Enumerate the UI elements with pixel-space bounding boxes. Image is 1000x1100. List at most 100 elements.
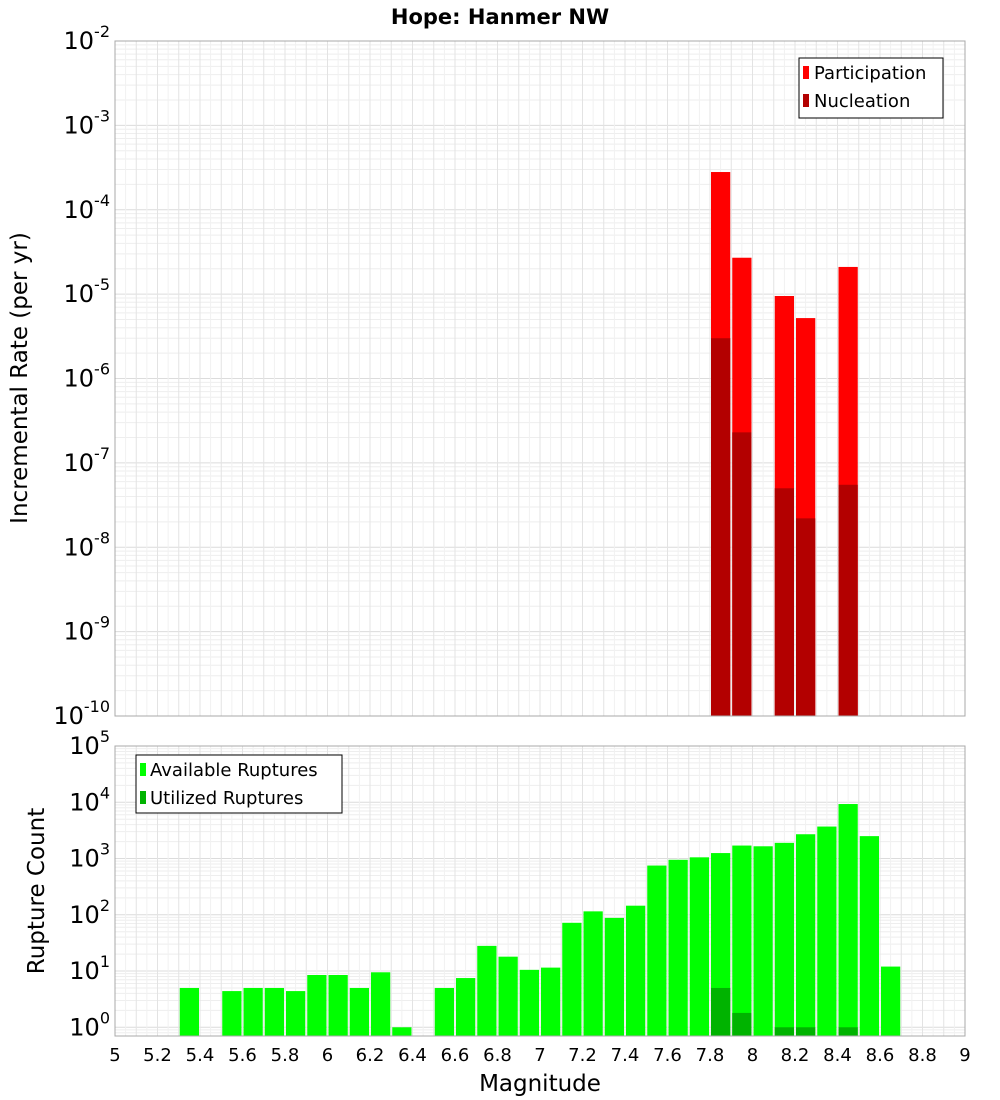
bar-available-ruptures	[647, 865, 667, 1036]
y-tick-label: 10-9	[64, 613, 111, 646]
top-bars	[711, 172, 858, 716]
y-tick-label: 10-2	[64, 22, 111, 55]
bar-available-ruptures	[753, 846, 773, 1036]
x-tick-label: 7	[534, 1045, 545, 1066]
bar-utilized-ruptures	[796, 1027, 816, 1036]
bar-available-ruptures	[583, 911, 603, 1036]
legend-nucleation-label: Nucleation	[814, 91, 910, 112]
y-tick-label: 102	[69, 896, 110, 929]
x-tick-label: 9	[959, 1045, 970, 1066]
top-grid	[114, 41, 966, 717]
x-tick-label: 6.4	[398, 1045, 427, 1066]
bar-available-ruptures	[817, 826, 837, 1036]
bar-available-ruptures	[179, 987, 199, 1036]
bar-utilized-ruptures	[838, 1027, 858, 1036]
y-tick-label: 10-8	[64, 528, 111, 561]
bar-utilized-ruptures	[774, 1027, 794, 1036]
x-axis-label: Magnitude	[479, 1071, 601, 1097]
x-tick-label: 5.8	[271, 1045, 300, 1066]
bar-available-ruptures	[604, 917, 624, 1036]
bottom-legend-box	[135, 754, 343, 814]
bar-available-ruptures	[286, 991, 306, 1036]
bar-available-ruptures	[392, 1027, 412, 1036]
bar-available-ruptures	[243, 987, 263, 1036]
top-legend-box	[798, 57, 944, 119]
bottom-y-axis-label: Rupture Count	[24, 808, 50, 974]
x-tick-label: 8.8	[908, 1045, 937, 1066]
bar-available-ruptures	[881, 966, 901, 1036]
top-y-tick-labels: 10-10 10-9 10-8 10-7 10-6 10-5 10-4 10-3 10-2	[53, 22, 110, 730]
bar-nucleation	[796, 518, 816, 716]
x-tick-label: 6.8	[483, 1045, 512, 1066]
bar-available-ruptures	[626, 905, 646, 1036]
bar-available-ruptures	[689, 857, 709, 1036]
x-tick-label: 8.4	[823, 1045, 852, 1066]
x-tick-label: 7.6	[653, 1045, 682, 1066]
x-tick-label: 8	[747, 1045, 758, 1066]
x-tick-label: 8.6	[866, 1045, 895, 1066]
bottom-legend: Available Ruptures Utilized Ruptures	[135, 754, 343, 814]
legend-utilized-swatch	[140, 791, 146, 804]
legend-participation-label: Participation	[814, 63, 926, 84]
bar-available-ruptures	[434, 987, 454, 1036]
chart-title: Hope: Hanmer NW	[391, 5, 609, 29]
bar-available-ruptures	[519, 969, 539, 1036]
x-tick-labels: 5 5.2 5.4 5.6 5.8 6 6.2 6.4 6.6 6.8 7 7.2 7.4 7.6 7.8 8…	[109, 1045, 970, 1066]
bar-available-ruptures	[732, 845, 752, 1036]
x-tick-label: 5.4	[186, 1045, 215, 1066]
x-tick-label: 5.6	[228, 1045, 257, 1066]
bar-available-ruptures	[796, 834, 816, 1036]
top-legend: Participation Nucleation	[798, 57, 944, 119]
y-tick-label: 100	[69, 1008, 110, 1041]
y-tick-label: 10-7	[64, 444, 111, 477]
bottom-bars	[179, 804, 901, 1036]
bar-available-ruptures	[264, 987, 284, 1036]
x-tick-label: 7.8	[696, 1045, 725, 1066]
y-tick-label: 10-6	[64, 360, 111, 393]
bar-available-ruptures	[222, 991, 242, 1036]
bar-available-ruptures	[838, 804, 858, 1036]
legend-available-swatch	[140, 763, 146, 776]
x-tick-label: 5	[109, 1045, 120, 1066]
bar-nucleation	[711, 338, 731, 716]
bar-available-ruptures	[307, 974, 327, 1036]
bar-nucleation	[732, 432, 752, 716]
y-tick-label: 10-10	[53, 697, 110, 730]
y-tick-label: 10-5	[64, 275, 111, 308]
bottom-y-tick-labels: 100 101 102 103 104 105	[69, 727, 110, 1041]
x-tick-label: 7.4	[611, 1045, 640, 1066]
bar-available-ruptures	[562, 922, 582, 1036]
top-plot-frame	[114, 40, 966, 717]
y-tick-label: 104	[69, 783, 110, 816]
x-tick-label: 6	[322, 1045, 333, 1066]
y-tick-label: 103	[69, 840, 110, 873]
top-y-axis-label: Incremental Rate (per yr)	[7, 232, 33, 524]
y-tick-label: 10-3	[64, 106, 111, 139]
x-tick-label: 6.6	[441, 1045, 470, 1066]
legend-participation-swatch	[803, 66, 809, 79]
bar-available-ruptures	[477, 945, 497, 1036]
bar-available-ruptures	[668, 859, 688, 1036]
bar-available-ruptures	[498, 956, 518, 1036]
bar-available-ruptures	[774, 842, 794, 1036]
bar-available-ruptures	[349, 987, 369, 1036]
bar-available-ruptures	[859, 836, 879, 1036]
legend-available-label: Available Ruptures	[150, 760, 318, 781]
bar-utilized-ruptures	[711, 987, 731, 1036]
legend-nucleation-swatch	[803, 94, 809, 107]
y-tick-label: 10-4	[64, 191, 111, 224]
bar-nucleation	[838, 484, 858, 716]
y-tick-label: 101	[69, 952, 110, 985]
x-tick-label: 8.2	[781, 1045, 810, 1066]
y-tick-label: 105	[69, 727, 110, 760]
bar-available-ruptures	[541, 967, 561, 1036]
bar-utilized-ruptures	[732, 1012, 752, 1036]
bottom-plot-frame	[114, 745, 966, 1037]
x-tick-label: 5.2	[143, 1045, 172, 1066]
bar-available-ruptures	[371, 972, 391, 1036]
bar-nucleation	[774, 488, 794, 716]
bar-available-ruptures	[328, 974, 348, 1036]
x-tick-label: 6.2	[356, 1045, 385, 1066]
legend-utilized-label: Utilized Ruptures	[150, 788, 303, 809]
